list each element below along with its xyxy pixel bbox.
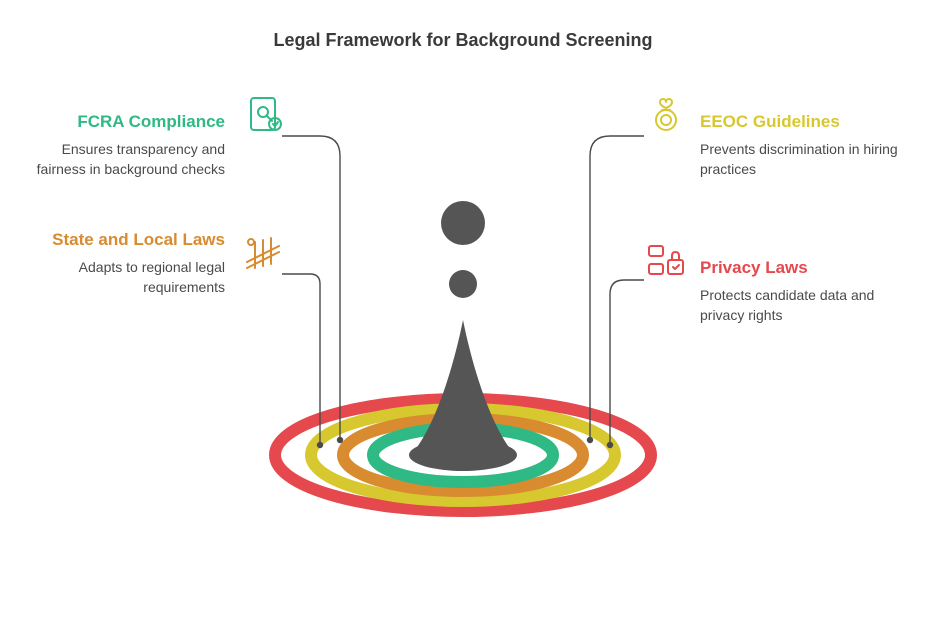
droplet-cone [411, 320, 515, 464]
ring-center [409, 439, 517, 471]
ring-eeoc [311, 409, 615, 501]
item-eeoc: EEOC Guidelines Prevents discrimination i… [700, 112, 900, 179]
connector-fcra [282, 136, 340, 440]
page-title: Legal Framework for Background Screening [0, 30, 926, 51]
item-fcra: FCRA Compliance Ensures transparency and … [30, 112, 225, 179]
state-icon [241, 232, 285, 276]
connector-state [282, 274, 320, 445]
connector-eeoc [590, 136, 644, 440]
item-privacy: Privacy Laws Protects candidate data and … [700, 258, 900, 325]
ring-privacy [275, 399, 651, 511]
item-desc-privacy: Protects candidate data and privacy righ… [700, 286, 900, 325]
connector-dot-fcra [337, 437, 343, 443]
item-desc-eeoc: Prevents discrimination in hiring practi… [700, 140, 900, 179]
item-desc-state: Adapts to regional legal requirements [30, 258, 225, 297]
item-heading-fcra: FCRA Compliance [30, 112, 225, 132]
connector-dot-privacy [607, 442, 613, 448]
item-desc-fcra: Ensures transparency and fairness in bac… [30, 140, 225, 179]
connector-privacy [610, 280, 644, 445]
title-text: Legal Framework for Background Screening [273, 30, 652, 50]
fcra-icon [241, 92, 285, 136]
ring-state [343, 419, 583, 491]
ring-fcra [373, 428, 553, 482]
eeoc-icon [644, 92, 688, 136]
privacy-icon [644, 238, 688, 282]
item-heading-eeoc: EEOC Guidelines [700, 112, 900, 132]
droplet-ball-2 [449, 270, 477, 298]
item-heading-privacy: Privacy Laws [700, 258, 900, 278]
droplet-ball-1 [441, 201, 485, 245]
item-heading-state: State and Local Laws [30, 230, 225, 250]
item-state: State and Local Laws Adapts to regional l… [30, 230, 225, 297]
connector-dot-state [317, 442, 323, 448]
connector-dot-eeoc [587, 437, 593, 443]
